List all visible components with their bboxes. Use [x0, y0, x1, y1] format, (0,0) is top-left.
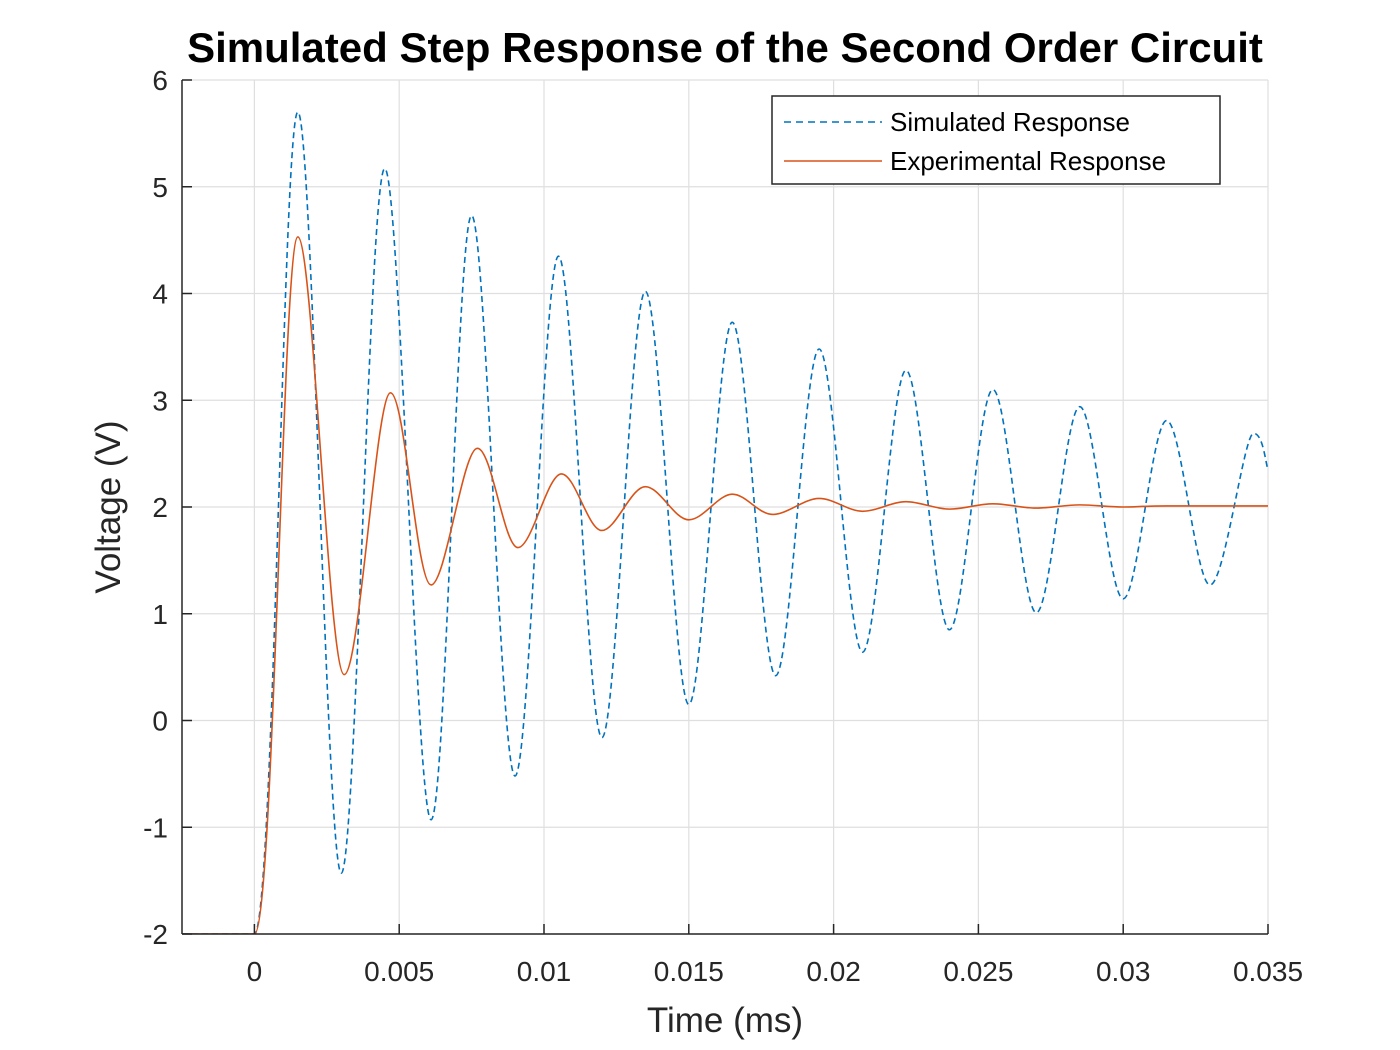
ticks: 0 0.005 0.01 0.015 0.02 0.025 0.03 0.035 -2 -1 0 1 2…: [143, 65, 1303, 987]
x-tick-label: 0.025: [943, 956, 1013, 987]
y-axis-label: Voltage (V): [89, 420, 128, 593]
y-tick-label: 1: [152, 599, 168, 630]
y-tick-label: 6: [152, 65, 168, 96]
legend: Simulated Response Experimental Response: [771, 95, 1221, 185]
legend-label-experimental: Experimental Response: [890, 146, 1166, 176]
series-layer: [182, 111, 1268, 934]
chart-title: Simulated Step Response of the Second Or…: [187, 24, 1263, 71]
x-tick-label: 0.03: [1096, 956, 1151, 987]
series-line-simulated: [182, 111, 1268, 934]
x-tick-label: 0.035: [1233, 956, 1303, 987]
x-tick-label: 0: [247, 956, 263, 987]
y-tick-label: 2: [152, 492, 168, 523]
legend-box: [771, 95, 1221, 185]
y-tick-label: 3: [152, 385, 168, 416]
y-tick-label: 5: [152, 172, 168, 203]
x-tick-label: 0.02: [806, 956, 861, 987]
legend-label-simulated: Simulated Response: [890, 107, 1130, 137]
y-tick-label: 0: [152, 706, 168, 737]
x-tick-label: 0.015: [654, 956, 724, 987]
series-line-experimental: [182, 236, 1268, 934]
x-axis-label: Time (ms): [647, 1001, 803, 1040]
y-tick-label: -2: [143, 919, 168, 950]
x-tick-label: 0.01: [517, 956, 572, 987]
y-tick-label: -1: [143, 812, 168, 843]
y-tick-label: 4: [152, 279, 168, 310]
x-tick-label: 0.005: [364, 956, 434, 987]
